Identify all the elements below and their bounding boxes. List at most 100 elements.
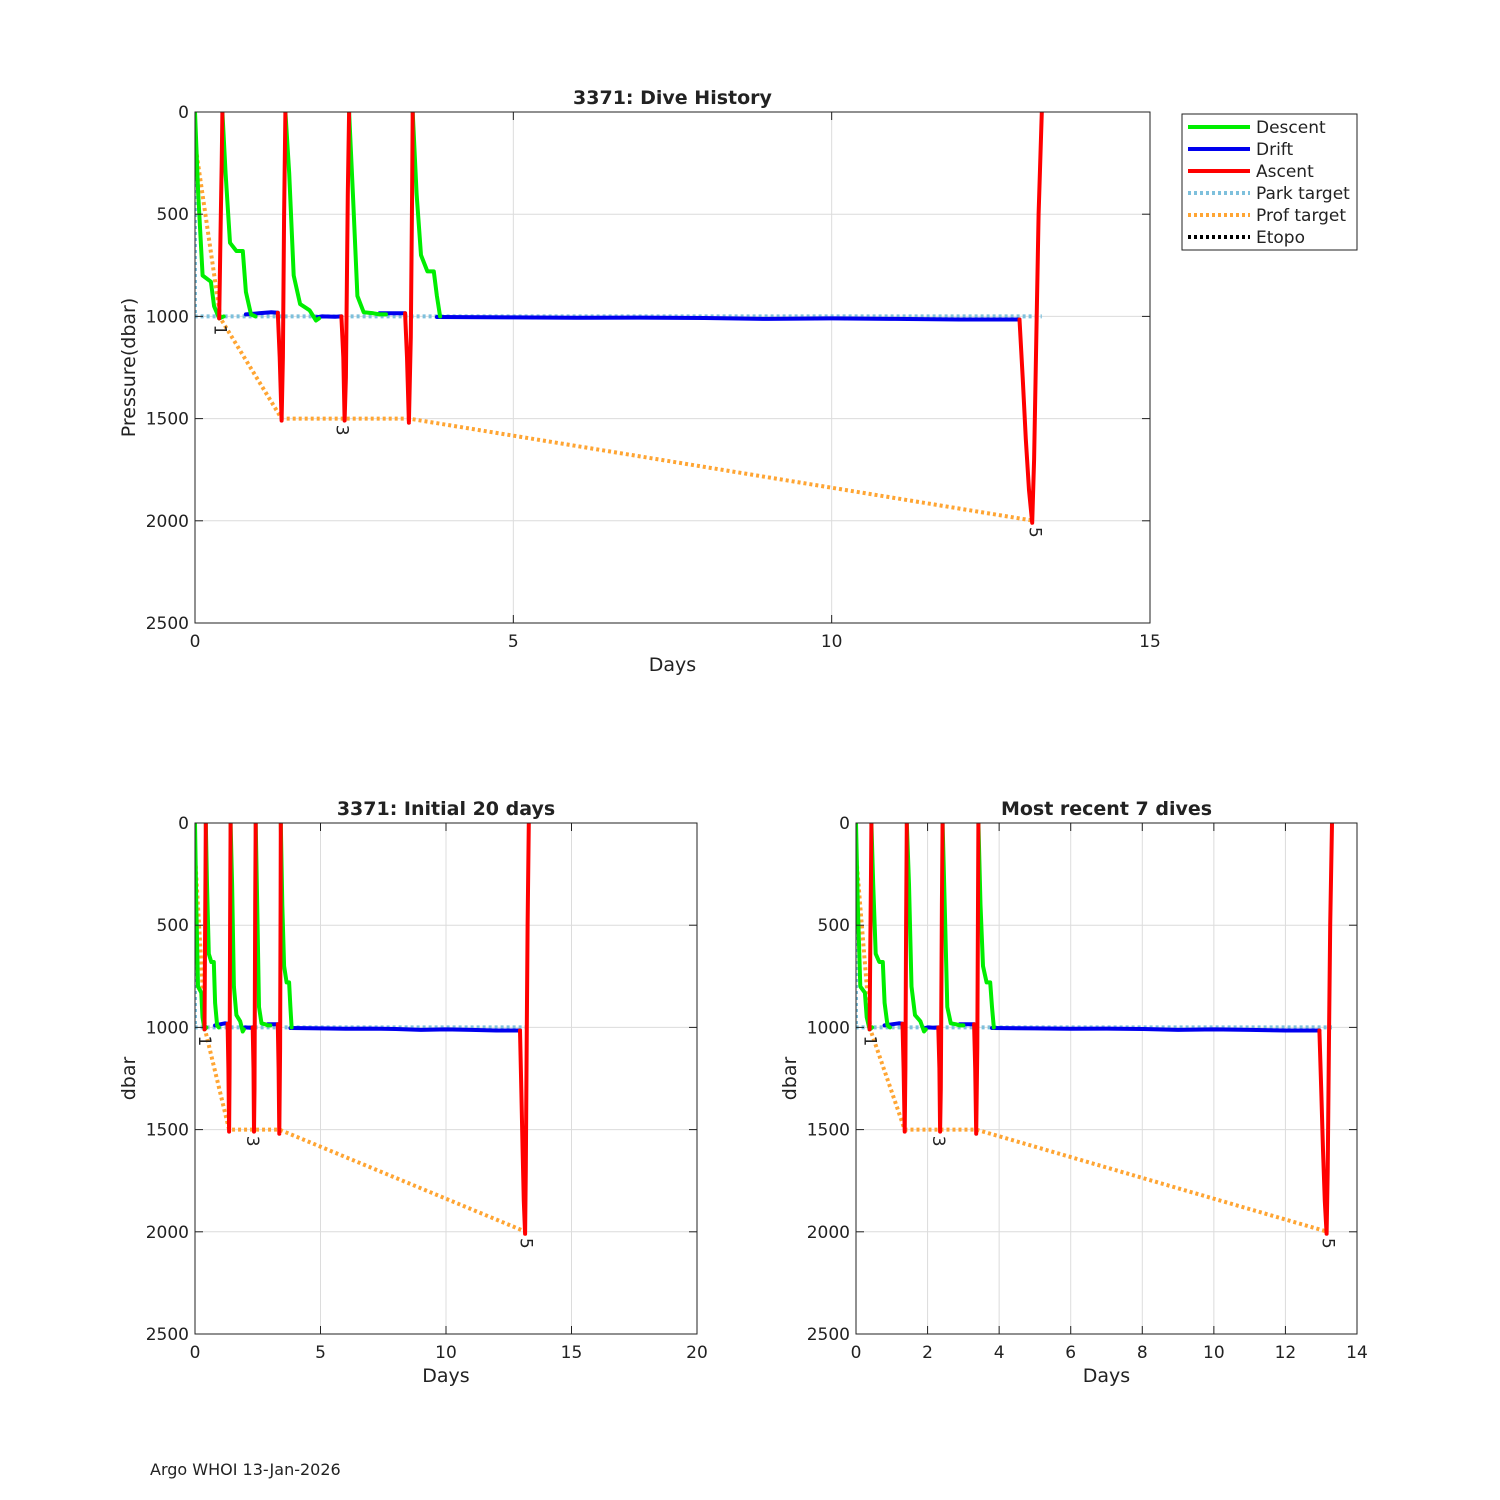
profile-number-label: 1	[859, 1036, 879, 1047]
y-tick-label: 1000	[807, 1018, 850, 1038]
y-tick-label: 500	[157, 916, 189, 936]
y-tick-label: 0	[178, 103, 189, 123]
park-line	[195, 823, 529, 1030]
plot-area	[195, 112, 1150, 623]
ascent-line	[275, 823, 283, 1136]
profile-number-label: 3	[332, 425, 352, 436]
legend-label-descent: Descent	[1256, 118, 1326, 138]
plot-series	[195, 112, 1044, 525]
legend-box	[1181, 113, 1358, 251]
y-tick-label: 2500	[807, 1325, 850, 1345]
descent-line	[976, 823, 996, 1030]
drift-line	[990, 1026, 1322, 1033]
y-axis-label: dbar	[118, 1057, 140, 1101]
x-tick-label: 4	[994, 1343, 1005, 1363]
footer-credit: Argo WHOI 13-Jan-2026	[150, 1460, 341, 1479]
x-tick-label: 0	[851, 1343, 862, 1363]
ascent-line	[217, 112, 225, 321]
x-tick-label: 12	[1275, 1343, 1297, 1363]
x-tick-label: 6	[1065, 1343, 1076, 1363]
y-tick-label: 1000	[146, 307, 189, 327]
ascent-line	[225, 823, 233, 1134]
descent-line	[940, 823, 966, 1028]
ascent-line	[403, 112, 415, 425]
ascent-line	[1017, 112, 1044, 525]
descent-line	[220, 112, 258, 319]
x-tick-label: 10	[435, 1343, 457, 1363]
y-tick-label: 500	[818, 916, 850, 936]
park-line	[195, 112, 1042, 319]
axes-frame	[855, 822, 1358, 1335]
ascent-line	[202, 823, 208, 1032]
x-tick-label: 5	[508, 632, 519, 652]
ascent-line	[250, 823, 258, 1134]
x-tick-label: 5	[315, 1343, 326, 1363]
profile-number-label: 5	[515, 1238, 535, 1249]
y-tick-label: 1500	[146, 1121, 189, 1141]
chart-title: 3371: Initial 20 days	[337, 798, 555, 820]
plot-area	[856, 823, 1357, 1334]
descent-line	[904, 823, 928, 1034]
y-tick-label: 0	[178, 814, 189, 834]
y-tick-label: 1500	[146, 410, 189, 430]
ascent-line	[900, 823, 909, 1134]
chart-recent: 0 2 4 6 8 10 12 14 0 500 1000 1500 2000 2500 Most rece…	[779, 798, 1368, 1387]
y-tick-label: 2000	[807, 1223, 850, 1243]
x-tick-label: 14	[1346, 1343, 1368, 1363]
legend-label-park: Park target	[1256, 184, 1350, 204]
legend-label-prof: Prof target	[1256, 206, 1346, 226]
x-tick-label: 20	[686, 1343, 708, 1363]
y-tick-label: 500	[157, 205, 189, 225]
ascent-line	[518, 823, 531, 1236]
y-tick-label: 1000	[146, 1018, 189, 1038]
y-axis-label: Pressure(dbar)	[118, 298, 140, 438]
profile-number-label: 5	[1024, 527, 1044, 538]
y-axis-label: dbar	[779, 1057, 801, 1101]
plot-series	[195, 823, 531, 1236]
profile-number-label: 3	[928, 1136, 948, 1147]
x-tick-label: 2	[922, 1343, 933, 1363]
legend-label-ascent: Ascent	[1256, 162, 1314, 182]
profile-number-label: 5	[1317, 1238, 1337, 1249]
axes-frame	[194, 111, 1151, 624]
x-axis-label: Days	[649, 654, 696, 676]
ascent-line	[972, 823, 981, 1136]
y-tick-label: 2500	[146, 614, 189, 634]
chart-title: Most recent 7 dives	[1001, 798, 1212, 820]
descent-line	[283, 112, 322, 323]
descent-line	[410, 112, 443, 319]
ascent-line	[936, 823, 945, 1134]
y-tick-label: 2000	[146, 512, 189, 532]
profile-number-label: 1	[194, 1036, 214, 1047]
prof-line	[195, 142, 1035, 523]
ascent-line	[339, 112, 352, 423]
legend-label-etopo: Etopo	[1256, 228, 1305, 248]
ascent-line	[867, 823, 874, 1032]
legend-label-drift: Drift	[1256, 140, 1293, 160]
x-tick-label: 0	[190, 1343, 201, 1363]
x-tick-label: 10	[1203, 1343, 1225, 1363]
descent-line	[228, 823, 246, 1034]
ascent-line	[1317, 823, 1334, 1236]
ascent-line	[275, 112, 288, 423]
x-tick-label: 0	[190, 632, 201, 652]
x-axis-label: Days	[1083, 1365, 1130, 1387]
x-tick-label: 8	[1137, 1343, 1148, 1363]
y-tick-label: 0	[839, 814, 850, 834]
drift-line	[288, 1026, 522, 1033]
y-tick-label: 1500	[807, 1121, 850, 1141]
x-axis-label: Days	[422, 1365, 469, 1387]
profile-number-label: 3	[242, 1136, 262, 1147]
x-tick-label: 15	[1139, 632, 1161, 652]
x-tick-label: 10	[821, 632, 843, 652]
x-tick-label: 15	[561, 1343, 583, 1363]
plot-series	[856, 823, 1334, 1236]
y-tick-label: 2000	[146, 1223, 189, 1243]
drift-line	[434, 315, 1022, 322]
profile-number-label: 1	[209, 325, 229, 336]
descent-line	[869, 823, 892, 1030]
